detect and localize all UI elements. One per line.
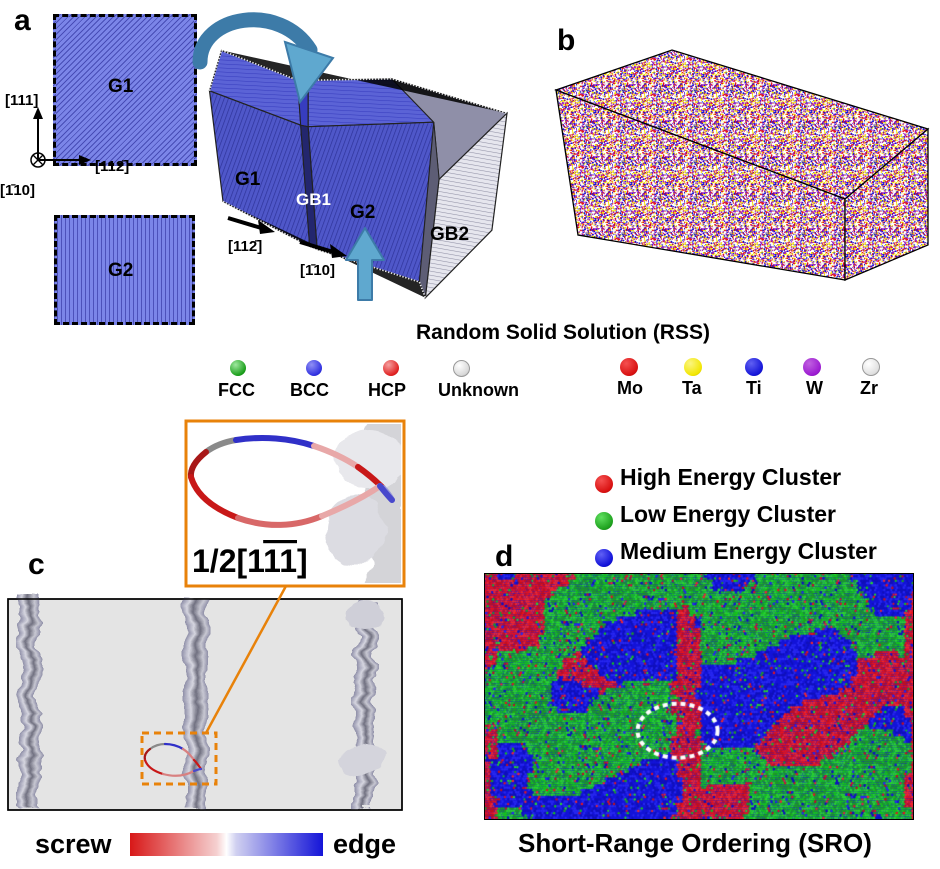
svg-text:1/2[111]: 1/2[111] xyxy=(192,543,308,579)
svg-text:edge: edge xyxy=(333,829,396,859)
svg-text:screw: screw xyxy=(35,829,113,859)
